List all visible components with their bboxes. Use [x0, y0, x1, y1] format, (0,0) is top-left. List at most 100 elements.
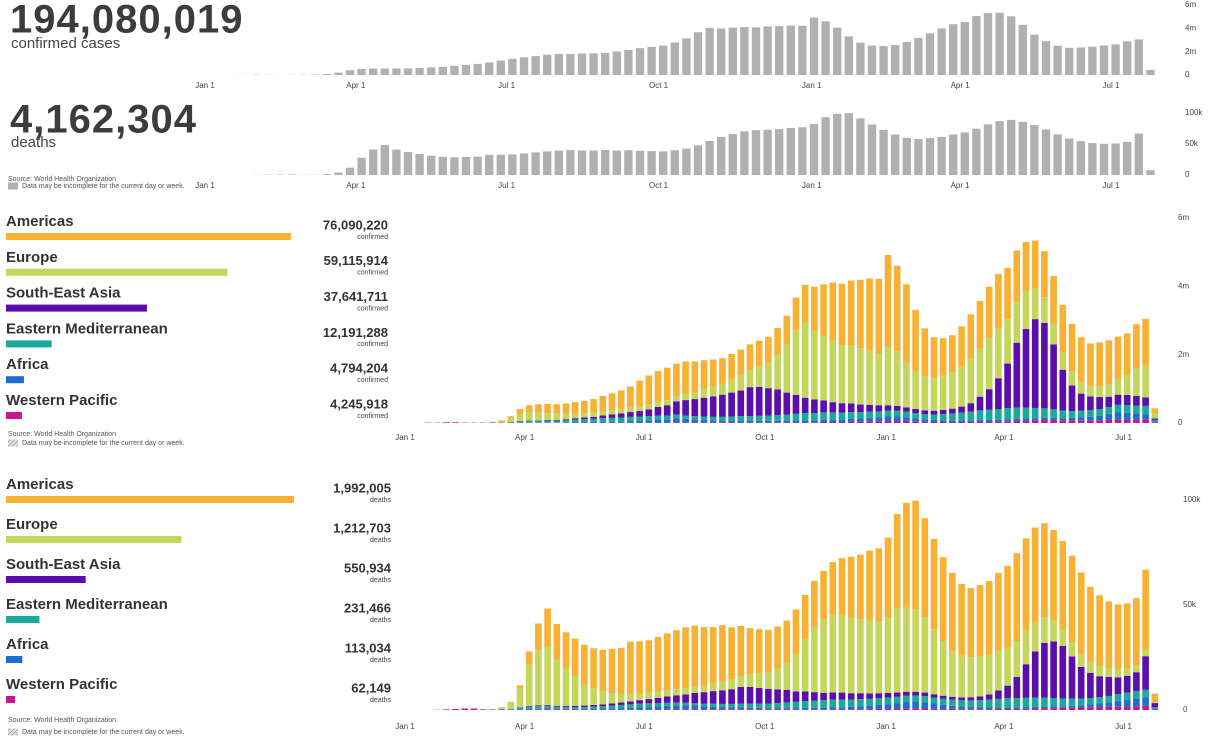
x-tick-label: Jan 1 [876, 433, 896, 442]
bar-segment [581, 419, 588, 422]
bar [775, 129, 784, 175]
bar-segment [581, 421, 588, 423]
bar-segment [884, 697, 892, 705]
bar-segment [774, 689, 781, 704]
bar [1111, 44, 1120, 75]
bar-segment [700, 419, 708, 423]
bar-segment [673, 418, 680, 423]
bar-segment [995, 274, 1002, 329]
bar-segment [893, 696, 901, 704]
bar-segment [811, 331, 818, 400]
bar-segment [691, 686, 699, 693]
bar-segment [581, 417, 588, 420]
bar [949, 134, 958, 175]
bar-segment [976, 656, 984, 697]
bar-segment [1059, 410, 1067, 419]
bar-segment [617, 390, 625, 410]
bar-segment [866, 411, 873, 418]
region-name: Western Pacific [6, 392, 117, 409]
bar-segment [912, 701, 919, 709]
bar-segment [1087, 672, 1094, 699]
bar-segment [617, 421, 625, 423]
bar [1018, 121, 1027, 175]
bar-segment [811, 399, 818, 414]
bar-segment [1096, 707, 1103, 710]
bar-segment [535, 650, 542, 706]
bar-segment [1059, 352, 1067, 370]
bar [450, 157, 459, 175]
bar-segment [525, 651, 533, 665]
bar-segment [1013, 553, 1021, 642]
bar-segment [544, 608, 551, 647]
bar-segment [857, 421, 864, 423]
bar-segment [571, 421, 579, 423]
bar-segment [765, 709, 772, 710]
bar-segment [1142, 569, 1149, 650]
bar-segment [590, 648, 597, 689]
bar-segment [884, 692, 892, 698]
bar-segment [820, 707, 827, 710]
bar [1099, 45, 1109, 75]
bar-segment [1068, 385, 1076, 412]
bar [1146, 69, 1155, 75]
bar-segment [1022, 697, 1030, 708]
region-total: 4,794,204 [330, 361, 389, 376]
bar-segment [1114, 694, 1122, 701]
bar-segment [985, 337, 993, 390]
bar-segment [921, 376, 929, 411]
bar-segment [829, 709, 837, 710]
bar [450, 65, 459, 75]
region-caption: deaths [370, 617, 392, 624]
bar-segment [617, 704, 625, 709]
bar [566, 150, 575, 175]
bar-segment [1041, 523, 1048, 618]
bar [635, 48, 645, 75]
region-total: 59,115,914 [324, 253, 389, 268]
bar-segment [663, 702, 671, 706]
bar-segment [893, 410, 901, 417]
bar-segment [958, 406, 965, 413]
bar-segment [553, 413, 561, 420]
bar-segment [783, 315, 791, 345]
bar-segment [847, 617, 855, 694]
bar [496, 60, 505, 75]
bar-segment [590, 418, 597, 422]
y-tick-label: 4m [1178, 281, 1189, 290]
bar-segment [562, 708, 570, 710]
bar-segment [1077, 420, 1085, 423]
bar-segment [765, 671, 772, 689]
bar-segment [967, 707, 975, 710]
bar-segment [719, 416, 726, 421]
bar [902, 137, 911, 175]
bar [867, 124, 877, 175]
bar-segment [581, 707, 588, 709]
bar-segment [535, 412, 542, 421]
bar-segment [516, 408, 524, 415]
region-total: 62,149 [351, 680, 391, 695]
region-caption: deaths [370, 697, 392, 704]
bar-segment [875, 698, 883, 705]
bar-segment [774, 709, 781, 710]
bar-segment [829, 282, 837, 341]
bar-segment [1096, 420, 1103, 423]
source-note: Source: World Health Organization [8, 717, 116, 724]
bar [1088, 142, 1097, 175]
bar-segment [553, 419, 561, 421]
bar-segment [1004, 319, 1011, 364]
bar-segment [1096, 415, 1103, 421]
bar-segment [691, 625, 699, 687]
bar-segment [1013, 707, 1021, 709]
bar-segment [719, 420, 726, 423]
bar-segment [1142, 364, 1149, 398]
bar-segment [1041, 617, 1048, 644]
x-tick-label: Jan 1 [395, 433, 415, 442]
bar-segment [682, 361, 689, 394]
bar-segment [1114, 419, 1122, 423]
bar-segment [553, 404, 561, 414]
bar [937, 136, 946, 175]
bar-segment [866, 278, 873, 351]
bar-segment [636, 411, 643, 417]
bar-segment [765, 629, 772, 672]
bar-segment [1096, 666, 1103, 677]
bar-segment [700, 422, 708, 423]
